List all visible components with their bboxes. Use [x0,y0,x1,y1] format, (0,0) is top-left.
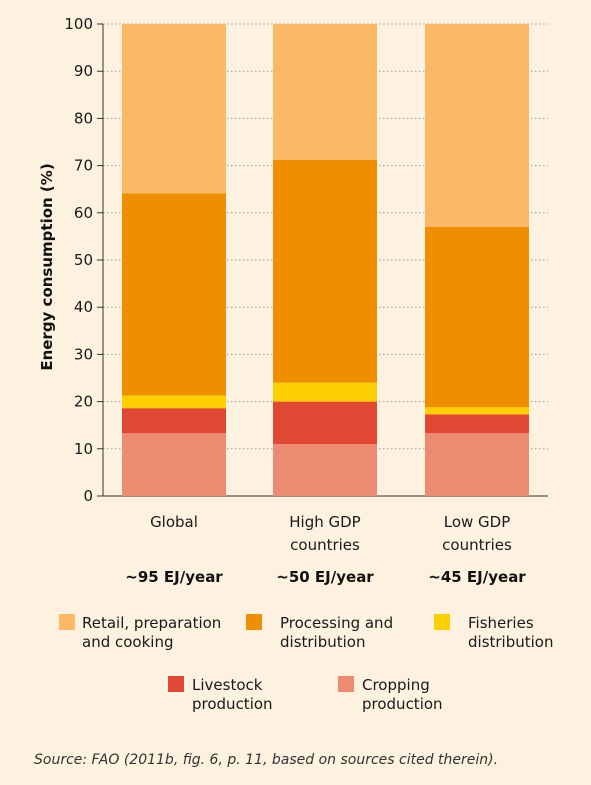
bar-segment [425,407,529,415]
legend-swatch [246,614,262,630]
category-energy-label: ~50 EJ/year [276,568,374,586]
legend-label: production [362,695,443,713]
bar-segment [273,382,377,402]
y-tick-label: 0 [83,487,93,505]
bar-segment [425,433,529,496]
bar-segment [273,159,377,383]
y-tick-label: 40 [74,298,93,316]
legend-label: and cooking [82,633,173,651]
y-tick-label: 60 [74,204,93,222]
y-tick-label: 80 [74,109,93,127]
y-axis-label: Energy consumption (%) [38,163,56,370]
y-tick-label: 50 [74,251,93,269]
legend-swatch [59,614,75,630]
bar-segment [122,193,226,396]
category-label: countries [442,536,512,554]
legend-label: Cropping [362,676,430,694]
legend-label: Fisheries [468,614,534,632]
legend-label: Livestock [192,676,263,694]
legend-label: distribution [468,633,553,651]
category-label: High GDP [289,513,360,531]
bar-segment [122,433,226,496]
legend-swatch [338,676,354,692]
bar-segment [273,401,377,445]
legend-label: production [192,695,273,713]
bar-segment [122,24,226,194]
y-tick-label: 100 [64,15,93,33]
y-tick-label: 90 [74,62,93,80]
category-energy-label: ~45 EJ/year [428,568,526,586]
category-label: Low GDP [444,513,511,531]
y-tick-label: 70 [74,157,93,175]
source-note: Source: FAO (2011b, fig. 6, p. 11, based… [34,752,499,768]
y-tick-label: 30 [74,345,93,363]
bar-segment [425,414,529,434]
legend-swatch [168,676,184,692]
legend-label: Retail, preparation [82,614,221,632]
category-energy-label: ~95 EJ/year [125,568,223,586]
y-tick-label: 10 [74,440,93,458]
bars [122,24,529,496]
legend-swatch [434,614,450,630]
bar-segment [425,24,529,227]
y-tick-label: 20 [74,393,93,411]
bar-segment [273,444,377,496]
category-label: countries [290,536,360,554]
bar-segment [122,408,226,434]
legend-label: distribution [280,633,365,651]
category-labels: Global ~95 EJ/year High GDP countries ~50 EJ… [125,513,526,586]
bar-segment [273,24,377,160]
legend-label: Processing and [280,614,393,632]
bar-segment [425,226,529,408]
stacked-bar-chart: 0 10 20 30 40 50 60 70 80 90 100 Energy consumptio… [38,15,553,713]
bar-segment [122,395,226,409]
category-label: Global [150,513,198,531]
